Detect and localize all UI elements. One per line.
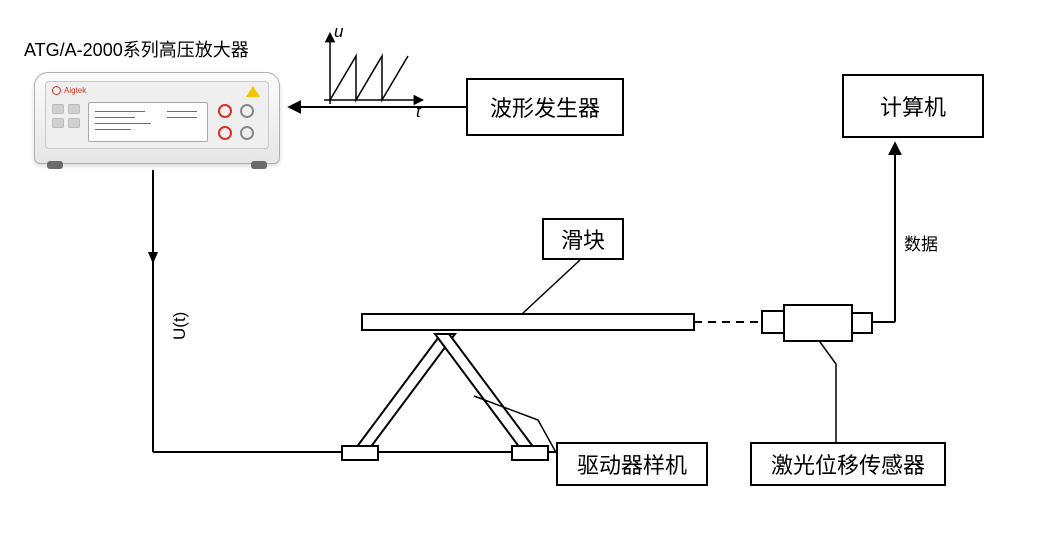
output-jack-black <box>240 104 254 118</box>
laser-sensor-box: 激光位移传感器 <box>750 442 946 486</box>
output-jack-red <box>218 104 232 118</box>
computer-label: 计算机 <box>880 90 946 122</box>
experiment-diagram: ATG/A-2000系列高压放大器 Aigtek <box>0 0 1044 534</box>
waveform-u-label: u <box>334 22 343 42</box>
waveform-generator-box: 波形发生器 <box>466 78 624 136</box>
waveform-generator-label: 波形发生器 <box>490 91 600 123</box>
warning-icon <box>246 86 260 97</box>
driver-prototype-box: 驱动器样机 <box>556 442 708 486</box>
output-jack-black2 <box>240 126 254 140</box>
brand-text: Aigtek <box>64 86 86 95</box>
brand-logo: Aigtek <box>52 86 86 95</box>
amplifier-instrument: ATG/A-2000系列高压放大器 Aigtek <box>34 72 280 164</box>
amplifier-body: Aigtek <box>34 72 280 164</box>
slider-label-box: 滑块 <box>542 218 624 260</box>
amplifier-screen <box>88 102 208 142</box>
data-label: 数据 <box>904 230 938 255</box>
driver-prototype-label: 驱动器样机 <box>577 448 687 480</box>
amplifier-title: ATG/A-2000系列高压放大器 <box>24 36 249 62</box>
voltage-label: U(t) <box>170 312 190 340</box>
output-jack-red2 <box>218 126 232 140</box>
laser-sensor-label: 激光位移传感器 <box>771 448 925 480</box>
amplifier-face: Aigtek <box>45 81 269 149</box>
slider-label: 滑块 <box>561 223 605 255</box>
waveform-icon <box>324 34 422 104</box>
waveform-t-label: t <box>416 102 421 122</box>
computer-box: 计算机 <box>842 74 984 138</box>
amplifier-buttons <box>52 104 80 128</box>
